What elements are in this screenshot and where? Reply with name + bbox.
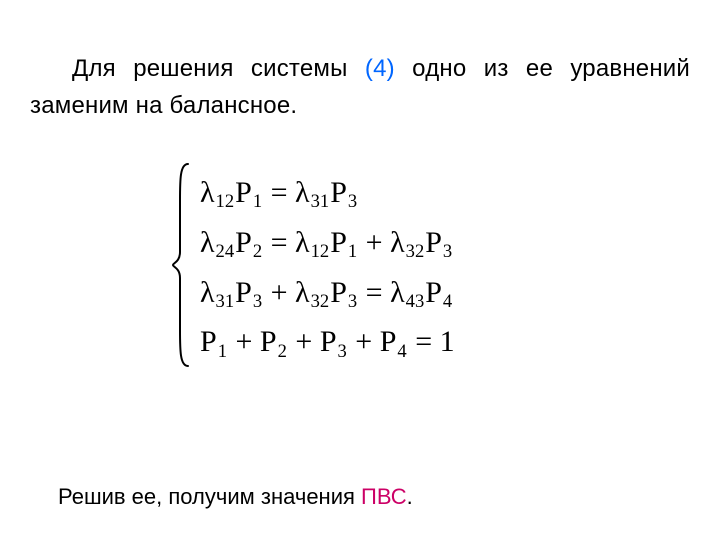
subscript: 12 xyxy=(215,191,236,212)
var-p: P xyxy=(235,226,252,259)
lambda: λ xyxy=(200,276,215,309)
rhs-one: 1 xyxy=(440,325,455,358)
subscript: 24 xyxy=(215,241,236,262)
var-p: P xyxy=(330,226,347,259)
var-p: P xyxy=(425,276,442,309)
subscript: 3 xyxy=(347,191,358,212)
subscript: 31 xyxy=(310,191,331,212)
subscript: 3 xyxy=(442,241,453,262)
equals: = xyxy=(271,176,295,209)
lambda: λ xyxy=(200,176,215,209)
equation-row-2: λ24P2 = λ12P1 + λ32P3 xyxy=(200,220,455,270)
var-p: P xyxy=(235,176,252,209)
left-brace-icon xyxy=(170,160,192,370)
equals: = xyxy=(366,276,390,309)
var-p: P xyxy=(425,226,442,259)
subscript: 4 xyxy=(442,291,453,312)
var-p: P xyxy=(320,325,337,358)
intro-text-1: Для решения системы xyxy=(72,55,365,82)
subscript: 3 xyxy=(347,291,358,312)
outro-text-2: . xyxy=(407,484,413,509)
equation-row-4: P1 + P2 + P3 + P4 = 1 xyxy=(200,319,455,369)
subscript: 2 xyxy=(252,241,263,262)
var-p: P xyxy=(200,325,217,358)
plus: + xyxy=(271,276,295,309)
lambda: λ xyxy=(295,226,310,259)
lambda: λ xyxy=(390,226,405,259)
var-p: P xyxy=(330,276,347,309)
equation-reference: (4) xyxy=(365,55,395,82)
subscript: 31 xyxy=(215,291,236,312)
subscript: 1 xyxy=(217,341,228,362)
plus: + xyxy=(295,325,319,358)
var-p: P xyxy=(260,325,277,358)
subscript: 3 xyxy=(337,341,348,362)
plus: + xyxy=(355,325,379,358)
lambda: λ xyxy=(295,276,310,309)
subscript: 32 xyxy=(405,241,426,262)
outro-text-1: Решив ее, получим значения xyxy=(58,484,361,509)
subscript: 43 xyxy=(405,291,426,312)
subscript: 2 xyxy=(277,341,288,362)
var-p: P xyxy=(235,276,252,309)
lambda: λ xyxy=(390,276,405,309)
equation-row-1: λ12P1 = λ31P3 xyxy=(200,170,455,220)
subscript: 32 xyxy=(310,291,331,312)
subscript: 3 xyxy=(252,291,263,312)
plus: + xyxy=(235,325,259,358)
equals: = xyxy=(415,325,439,358)
var-p: P xyxy=(330,176,347,209)
subscript: 1 xyxy=(252,191,263,212)
subscript: 12 xyxy=(310,241,331,262)
page: Для решения системы (4) одно из ее уравн… xyxy=(0,0,720,540)
equation-system: λ12P1 = λ31P3 λ24P2 = λ12P1 + λ32P3 λ31P… xyxy=(170,160,455,379)
equation-row-3: λ31P3 + λ32P3 = λ43P4 xyxy=(200,270,455,320)
subscript: 1 xyxy=(347,241,358,262)
subscript: 4 xyxy=(396,341,407,362)
plus: + xyxy=(366,226,390,259)
lambda: λ xyxy=(295,176,310,209)
equation-rows: λ12P1 = λ31P3 λ24P2 = λ12P1 + λ32P3 λ31P… xyxy=(192,160,455,379)
intro-paragraph: Для решения системы (4) одно из ее уравн… xyxy=(30,50,690,124)
outro-paragraph: Решив ее, получим значения ПВС. xyxy=(58,482,413,513)
outro-accent: ПВС xyxy=(361,484,407,509)
var-p: P xyxy=(380,325,397,358)
equals: = xyxy=(271,226,295,259)
lambda: λ xyxy=(200,226,215,259)
